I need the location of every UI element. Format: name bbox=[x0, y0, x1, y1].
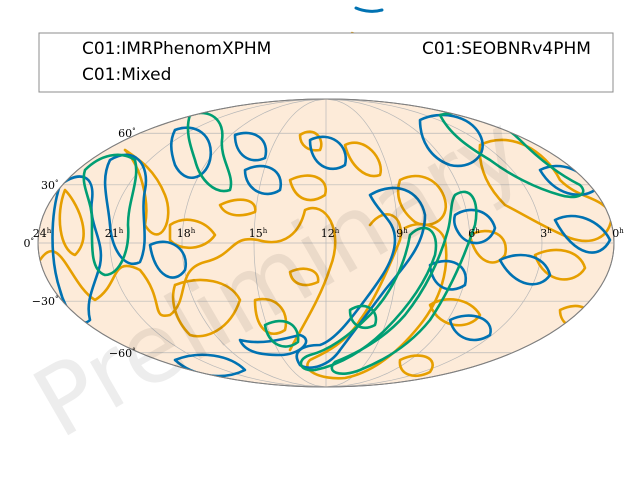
dec-tick-label: 0° bbox=[24, 237, 35, 250]
legend-handle-blue-fragment bbox=[356, 8, 382, 11]
dec-tick-label: −30° bbox=[32, 295, 59, 308]
dec-tick-label: 30° bbox=[41, 179, 59, 192]
ra-tick-label: 0h bbox=[612, 227, 624, 240]
legend-entry-seobnrv4phm: C01:SEOBNRv4PHM bbox=[422, 39, 591, 59]
legend: C01:IMRPhenomXPHM C01:SEOBNRv4PHM C01:Mi… bbox=[39, 33, 613, 92]
legend-entry-mixed: C01:Mixed bbox=[82, 65, 171, 85]
legend-entry-imrphenomxphm: C01:IMRPhenomXPHM bbox=[82, 39, 271, 59]
